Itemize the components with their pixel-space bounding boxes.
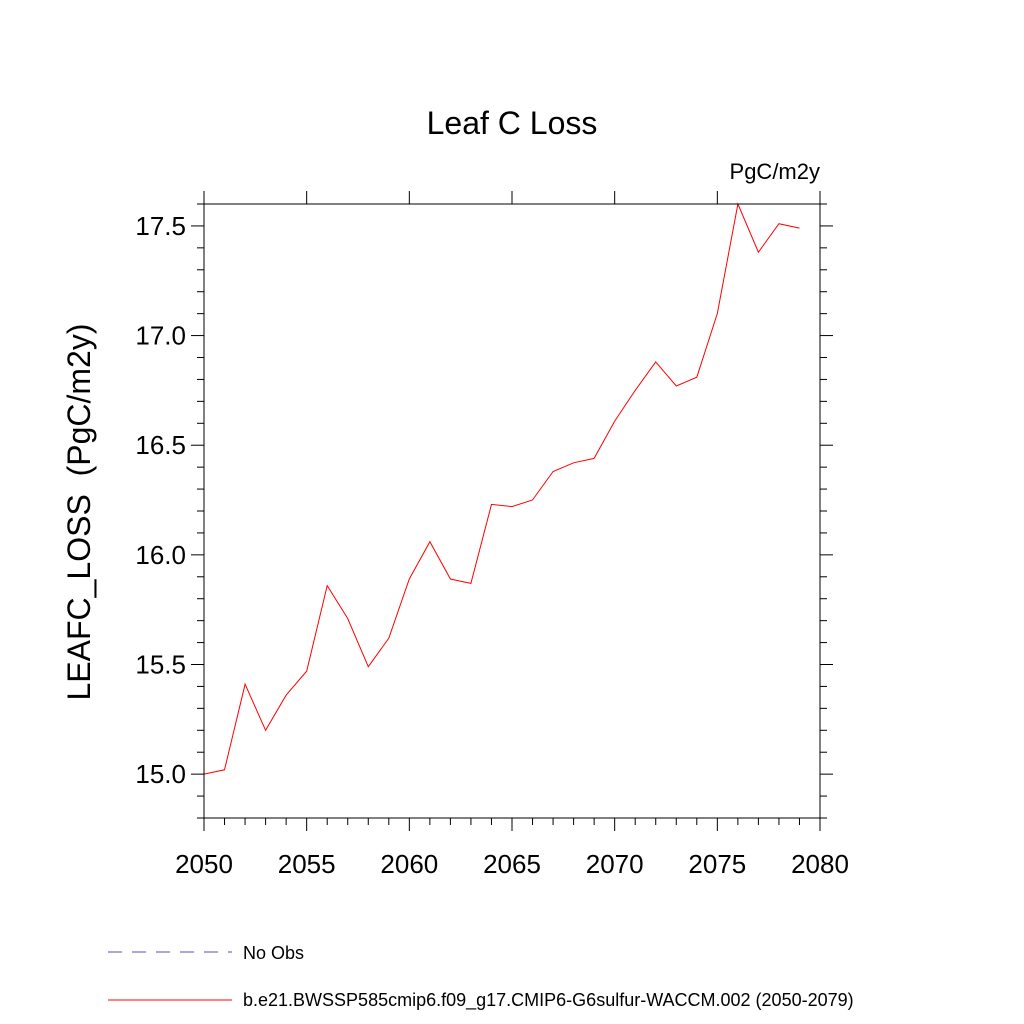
chart-title: Leaf C Loss bbox=[427, 105, 598, 141]
plot-frame bbox=[203, 203, 821, 819]
y-tick-label: 16.0 bbox=[135, 540, 186, 570]
y-tick-label: 17.0 bbox=[135, 321, 186, 351]
units-label: PgC/m2y bbox=[730, 159, 820, 184]
y-axis-label: LEAFC_LOSS (PgC/m2y) bbox=[61, 324, 97, 701]
x-tick-label: 2060 bbox=[380, 849, 438, 879]
series-line-0 bbox=[203, 202, 800, 775]
x-tick-label: 2050 bbox=[175, 849, 233, 879]
y-tick-label: 17.5 bbox=[135, 211, 186, 241]
y-tick-label: 15.0 bbox=[135, 759, 186, 789]
legend-label-no-obs: No Obs bbox=[243, 943, 304, 963]
x-tick-label: 2055 bbox=[278, 849, 336, 879]
y-tick-label: 15.5 bbox=[135, 650, 186, 680]
x-tick-label: 2070 bbox=[586, 849, 644, 879]
x-tick-label: 2065 bbox=[483, 849, 541, 879]
y-tick-label: 16.5 bbox=[135, 430, 186, 460]
x-tick-label: 2080 bbox=[791, 849, 849, 879]
legend-label-series: b.e21.BWSSP585cmip6.f09_g17.CMIP6-G6sulf… bbox=[243, 990, 854, 1011]
ticks-layer bbox=[191, 191, 833, 831]
x-tick-label: 2075 bbox=[688, 849, 746, 879]
tick-labels-layer: 2050 2055 2060 2065 2070 2075 2080 15.0 15.5 16.0… bbox=[135, 211, 849, 879]
legend: No Obs b.e21.BWSSP585cmip6.f09_g17.CMIP6… bbox=[108, 943, 854, 1011]
series-layer bbox=[203, 202, 800, 775]
